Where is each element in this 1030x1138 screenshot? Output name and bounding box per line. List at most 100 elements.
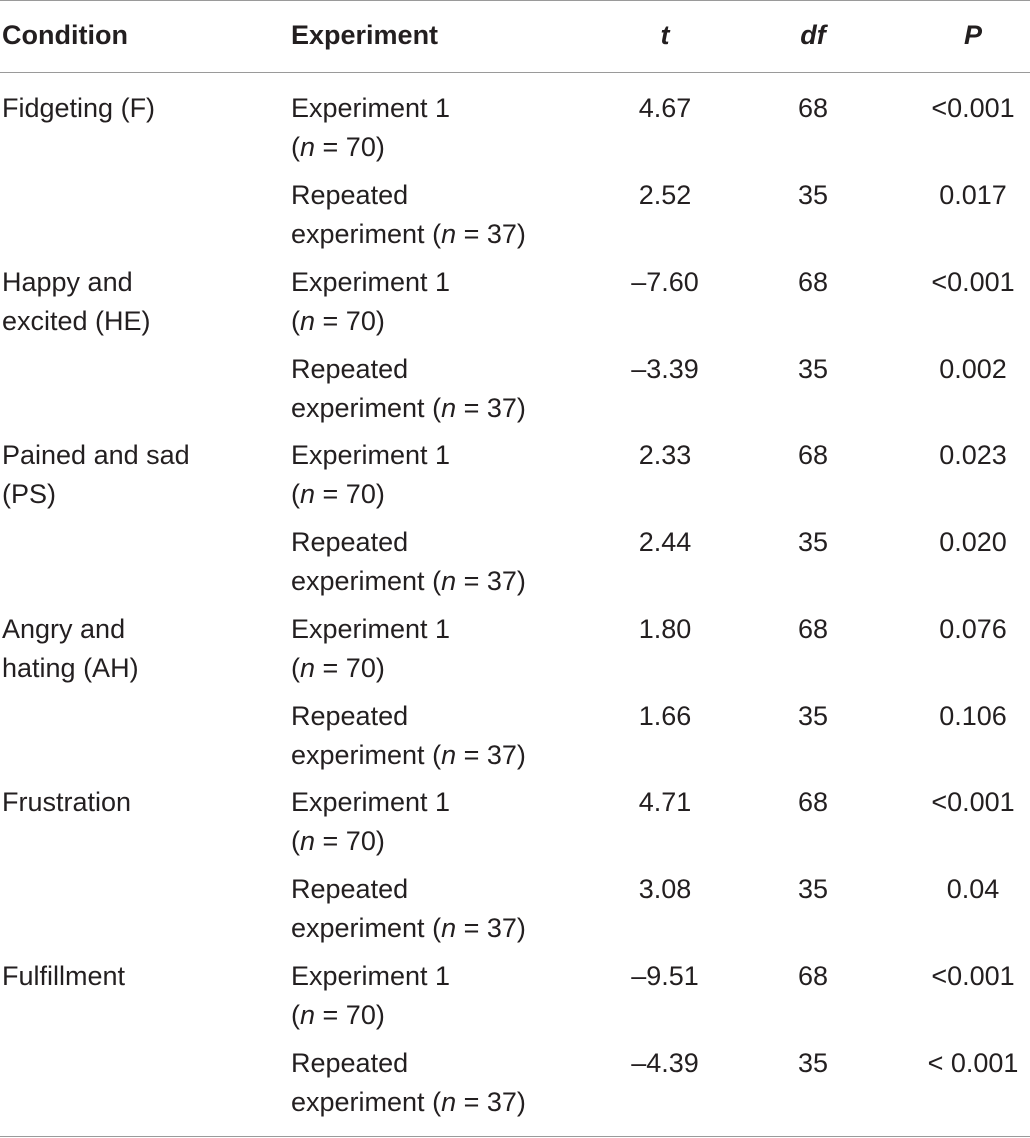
p-value: 0.017 [939,180,1007,210]
header-df: df [800,20,826,50]
p-value: <0.001 [931,93,1015,123]
experiment-line: Repeated [291,874,409,904]
table-row: Repeated experiment (n = 37) –4.39 35 < … [0,1044,1030,1130]
experiment-text: ( [291,306,300,336]
sample-size-value: = 37) [456,1087,526,1117]
condition-line: Pained and sad [2,440,190,470]
condition-line: Happy and [2,267,133,297]
p-value: 0.106 [939,701,1007,731]
df-value: 68 [797,787,829,817]
experiment-text: ( [291,653,300,683]
t-value: 2.44 [638,527,692,557]
p-value: 0.04 [946,874,1000,904]
experiment-cell: Experiment 1 (n = 70) [291,89,591,167]
table-row: Repeated experiment (n = 37) –3.39 35 0.… [0,350,1030,436]
experiment-text: experiment ( [291,913,442,943]
sample-size-value: = 70) [315,826,385,856]
experiment-text: experiment ( [291,393,442,423]
sample-size-value: = 70) [315,1000,385,1030]
table-row: Angry and hating (AH) Experiment 1 (n = … [0,610,1030,696]
experiment-text: ( [291,479,300,509]
experiment-line: Experiment 1 [291,93,451,123]
sample-size-value: = 70) [315,306,385,336]
experiment-text: experiment ( [291,1087,442,1117]
t-value: –7.60 [631,267,699,297]
condition-line: (PS) [2,479,56,509]
sample-size-value: = 70) [315,479,385,509]
table-row: Fidgeting (F) Experiment 1 (n = 70) 4.67… [0,89,1030,175]
table-row: Repeated experiment (n = 37) 2.52 35 0.0… [0,176,1030,262]
table-row: Frustration Experiment 1 (n = 70) 4.71 6… [0,783,1030,869]
experiment-text: experiment ( [291,219,442,249]
df-value: 68 [797,93,829,123]
table-row: Pained and sad (PS) Experiment 1 (n = 70… [0,436,1030,522]
table-top-rule [0,0,1030,1]
sample-size-value: = 37) [456,219,526,249]
experiment-line: (n = 70) [291,302,591,341]
experiment-line: (n = 70) [291,996,591,1035]
header-p: P [963,20,982,50]
condition-cell: Happy and excited (HE) [2,263,262,341]
sample-size-symbol: n [441,219,457,249]
t-value: 4.71 [638,787,692,817]
df-value: 35 [797,701,829,731]
sample-size-value: = 37) [456,566,526,596]
header-experiment: Experiment [291,20,439,50]
experiment-cell: Repeated experiment (n = 37) [291,697,591,775]
experiment-cell: Repeated experiment (n = 37) [291,350,591,428]
sample-size-symbol: n [300,306,316,336]
t-value: 2.52 [638,180,692,210]
condition-cell: Angry and hating (AH) [2,610,262,688]
experiment-line: Experiment 1 [291,614,451,644]
t-value: –3.39 [631,354,699,384]
p-value: <0.001 [931,961,1015,991]
experiment-line: experiment (n = 37) [291,909,591,948]
experiment-text: ( [291,1000,300,1030]
condition-line: Angry and [2,614,126,644]
experiment-line: Repeated [291,527,409,557]
condition-line: excited (HE) [2,306,151,336]
sample-size-symbol: n [441,740,457,770]
p-value: 0.076 [939,614,1007,644]
experiment-cell: Experiment 1 (n = 70) [291,783,591,861]
experiment-cell: Experiment 1 (n = 70) [291,610,591,688]
experiment-line: experiment (n = 37) [291,215,591,254]
condition-cell: Fidgeting (F) [2,89,262,128]
df-value: 68 [797,614,829,644]
sample-size-symbol: n [441,1087,457,1117]
experiment-line: Experiment 1 [291,267,451,297]
table-row: Fulfillment Experiment 1 (n = 70) –9.51 … [0,957,1030,1043]
condition-line: Frustration [2,787,132,817]
df-value: 35 [797,180,829,210]
table-row: Repeated experiment (n = 37) 1.66 35 0.1… [0,697,1030,783]
experiment-text: experiment ( [291,740,442,770]
p-value: < 0.001 [927,1048,1019,1078]
experiment-cell: Repeated experiment (n = 37) [291,870,591,948]
condition-line: Fulfillment [2,961,126,991]
table-row: Repeated experiment (n = 37) 3.08 35 0.0… [0,870,1030,956]
condition-cell: Fulfillment [2,957,262,996]
p-value: 0.002 [939,354,1007,384]
experiment-cell: Repeated experiment (n = 37) [291,1044,591,1122]
t-value: 1.66 [638,701,692,731]
df-value: 35 [797,874,829,904]
sample-size-value: = 70) [315,132,385,162]
experiment-line: Experiment 1 [291,440,451,470]
condition-cell: Frustration [2,783,262,822]
t-value: 3.08 [638,874,692,904]
table-bottom-rule [0,1136,1030,1137]
sample-size-value: = 37) [456,913,526,943]
experiment-line: Experiment 1 [291,961,451,991]
sample-size-symbol: n [300,826,316,856]
experiment-line: (n = 70) [291,128,591,167]
header-t: t [660,20,670,50]
t-value: 1.80 [638,614,692,644]
sample-size-symbol: n [300,653,316,683]
t-value: –9.51 [631,961,699,991]
sample-size-value: = 37) [456,393,526,423]
table-row: Happy and excited (HE) Experiment 1 (n =… [0,263,1030,349]
sample-size-symbol: n [300,1000,316,1030]
experiment-line: experiment (n = 37) [291,389,591,428]
sample-size-symbol: n [300,132,316,162]
